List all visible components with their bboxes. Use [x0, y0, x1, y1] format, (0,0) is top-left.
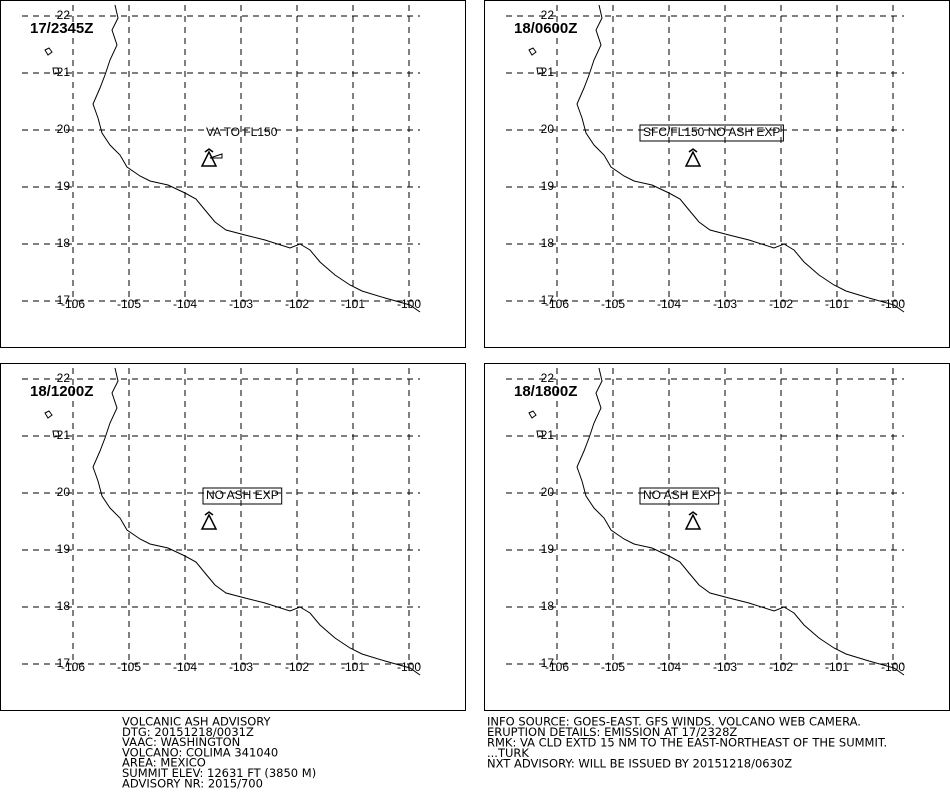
coastline [576, 367, 905, 676]
lon-label: -101 [825, 660, 849, 674]
lon-label: -104 [657, 660, 681, 674]
lat-label: 17 [541, 293, 555, 307]
lon-label: -105 [601, 660, 625, 674]
lat-label: 17 [57, 656, 71, 670]
volcano-icon [200, 148, 218, 167]
island [44, 410, 60, 438]
volcano-icon [684, 511, 702, 530]
lat-label: 18 [541, 599, 555, 613]
annotation: VA TO FL150 [206, 125, 278, 139]
island [528, 410, 544, 438]
lon-label: -103 [229, 660, 253, 674]
advisory-line: NXT ADVISORY: WILL BE ISSUED BY 20151218… [487, 757, 792, 771]
island [44, 47, 60, 75]
time-label: 18/0600Z [514, 20, 577, 37]
lat-label: 21 [541, 428, 555, 442]
island [528, 47, 544, 75]
lat-label: 20 [541, 485, 555, 499]
lat-label: 18 [57, 236, 71, 250]
annotation-box [639, 487, 720, 505]
lon-label: -103 [713, 660, 737, 674]
lon-label: -100 [881, 297, 905, 311]
panel-border [484, 0, 950, 348]
time-label: 17/2345Z [30, 20, 93, 37]
time-label: 18/1800Z [514, 383, 577, 400]
coastline [576, 4, 905, 313]
lon-label: -105 [117, 660, 141, 674]
lon-label: -103 [713, 297, 737, 311]
lon-label: -103 [229, 297, 253, 311]
lat-label: 22 [541, 371, 555, 385]
lon-label: -104 [173, 297, 197, 311]
lat-label: 21 [541, 65, 555, 79]
lat-label: 22 [57, 371, 71, 385]
coastline [92, 4, 421, 313]
lon-label: -104 [657, 297, 681, 311]
lat-label: 20 [541, 122, 555, 136]
lon-label: -100 [397, 297, 421, 311]
map-panel: -106 -105 -104 -103 -102 -101 -100171819202122… [484, 363, 950, 711]
lon-label: -101 [341, 660, 365, 674]
lon-label: -104 [173, 660, 197, 674]
lon-label: -100 [397, 660, 421, 674]
volcano-icon [200, 511, 218, 530]
lat-label: 19 [541, 542, 555, 556]
lat-label: 19 [541, 179, 555, 193]
annotation: NO ASH EXP [643, 488, 716, 502]
advisory-line: VOLCANO: COLIMA 341040 [122, 745, 278, 759]
advisory-line: VOLCANIC ASH ADVISORY [122, 715, 272, 729]
lat-label: 21 [57, 65, 71, 79]
lat-label: 22 [541, 8, 555, 22]
lon-label: -105 [601, 297, 625, 311]
lat-label: 20 [57, 485, 71, 499]
advisory-line: DTG: 20151218/0031Z [122, 725, 254, 739]
lon-label: -105 [117, 297, 141, 311]
panel-border [0, 363, 466, 711]
lat-label: 18 [541, 236, 555, 250]
lat-label: 21 [57, 428, 71, 442]
advisory-line: ...TURK [487, 746, 529, 760]
map-panel: -106 -105 -104 -103 -102 -101 -100171819202122… [0, 363, 466, 711]
advisory-line: AREA: MEXICO [122, 756, 206, 770]
lat-label: 22 [57, 8, 71, 22]
ash-cloud [209, 153, 223, 159]
lat-label: 19 [57, 179, 71, 193]
lat-label: 17 [541, 656, 555, 670]
lat-label: 19 [57, 542, 71, 556]
map-panel: -106 -105 -104 -103 -102 -101 -100171819202122… [0, 0, 466, 348]
time-label: 18/1200Z [30, 383, 93, 400]
annotation: SFC/FL150 NO ASH EXP [643, 125, 780, 139]
panel-border [0, 0, 466, 348]
advisory-line: ERUPTION DETAILS: EMISSION AT 17/2328Z [487, 725, 737, 739]
annotation: NO ASH EXP [206, 488, 279, 502]
lon-label: -102 [769, 660, 793, 674]
lon-label: -100 [881, 660, 905, 674]
map-panel: -106 -105 -104 -103 -102 -101 -100171819202122… [484, 0, 950, 348]
lat-label: 18 [57, 599, 71, 613]
lon-label: -102 [285, 297, 309, 311]
advisory-line: VAAC: WASHINGTON [122, 735, 240, 749]
lon-label: -102 [285, 660, 309, 674]
advisory-line: SUMMIT ELEV: 12631 FT (3850 M) [122, 766, 316, 780]
panel-border [484, 363, 950, 711]
annotation-box [639, 124, 784, 142]
lon-label: -101 [825, 297, 849, 311]
lon-label: -102 [769, 297, 793, 311]
volcano-icon [684, 148, 702, 167]
advisory-line: RMK: VA CLD EXTD 15 NM TO THE EAST-NORTH… [487, 736, 887, 750]
advisory-line: INFO SOURCE: GOES-EAST. GFS WINDS. VOLCA… [487, 715, 861, 729]
lon-label: -101 [341, 297, 365, 311]
lat-label: 20 [57, 122, 71, 136]
annotation-box [202, 487, 283, 505]
advisory-line: ADVISORY NR: 2015/700 [122, 776, 263, 790]
lat-label: 17 [57, 293, 71, 307]
coastline [92, 367, 421, 676]
